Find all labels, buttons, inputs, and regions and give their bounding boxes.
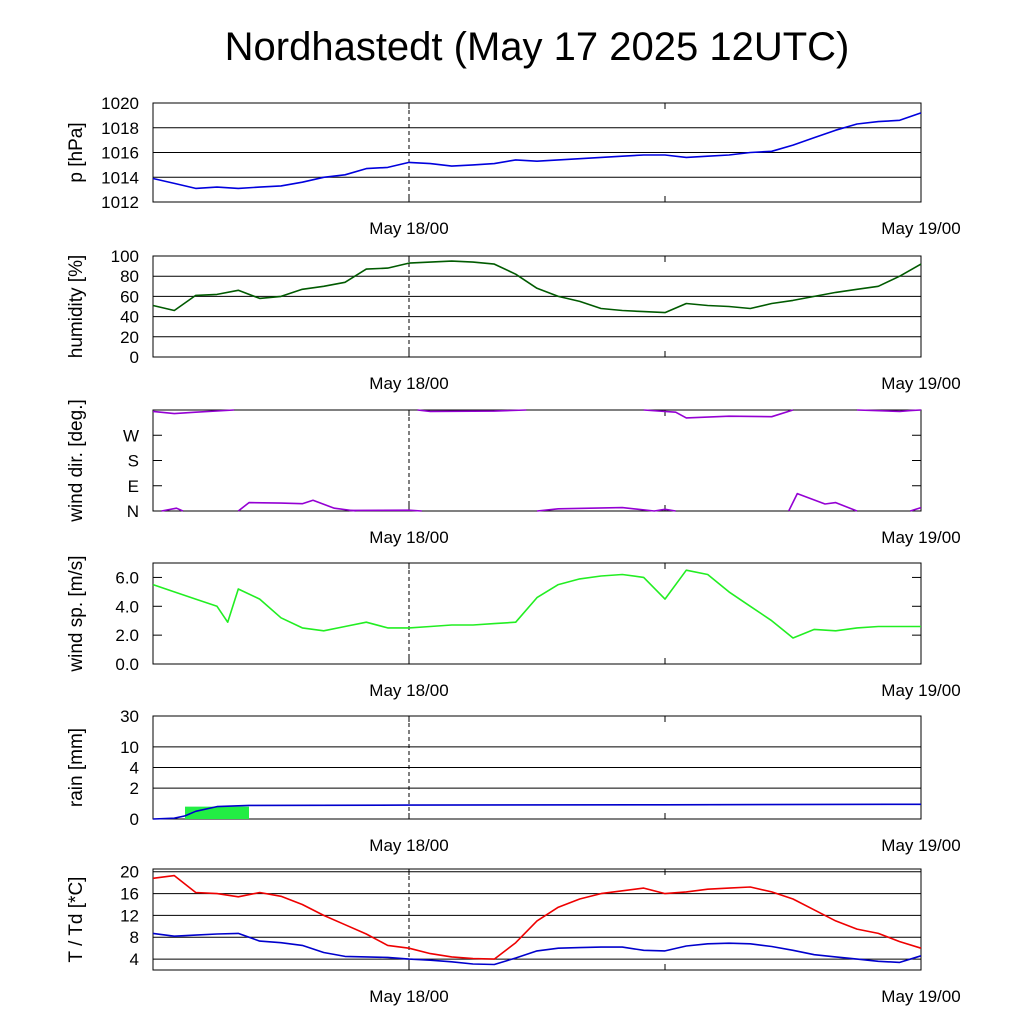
y-tick-label: 16 (120, 885, 139, 904)
wind-direction-line (643, 409, 794, 419)
y-axis-label: wind sp. [m/s] (66, 555, 87, 672)
y-tick-label: 2 (130, 779, 139, 798)
wind-direction-line (349, 509, 422, 512)
y-tick-label: 1018 (101, 119, 139, 138)
wind-direction-line (237, 499, 356, 512)
chart-title: Nordhastedt (May 17 2025 12UTC) (225, 25, 850, 69)
windspeed-series-line (152, 569, 921, 639)
wind-direction-line (910, 506, 922, 512)
pressure-series-line (152, 112, 922, 190)
wind-direction-line (856, 409, 922, 413)
y-axis-label: humidity [%] (66, 255, 87, 358)
panel-frame (152, 562, 922, 665)
wind-direction-line (417, 409, 527, 413)
y-tick-label: 2.0 (115, 626, 139, 645)
x-tick-label: May 19/00 (881, 681, 960, 700)
y-axis-label: T / Td [*C] (66, 877, 87, 963)
wind-direction-line (654, 508, 676, 512)
y-tick-label: 20 (120, 328, 139, 347)
rain-bar (185, 806, 249, 819)
y-tick-label: 1020 (101, 94, 139, 113)
y-tick-label: S (128, 452, 139, 471)
y-tick-label: 12 (120, 906, 139, 925)
x-tick-label: May 19/00 (881, 987, 960, 1006)
panel-frame (152, 255, 922, 358)
y-axis-label: wind dir. [deg.] (66, 399, 87, 523)
x-tick-label: May 19/00 (881, 374, 960, 393)
wind-direction-line (152, 409, 235, 415)
y-tick-label: E (128, 477, 139, 496)
y-tick-label: 4 (130, 759, 139, 778)
y-tick-label: 10 (120, 738, 139, 757)
y-tick-label: 1016 (101, 144, 139, 163)
x-tick-label: May 18/00 (369, 987, 448, 1006)
x-tick-label: May 19/00 (881, 219, 960, 238)
y-tick-label: W (123, 426, 139, 445)
td-series-line (152, 932, 922, 966)
y-tick-label: 0 (130, 810, 139, 829)
x-tick-label: May 18/00 (369, 681, 448, 700)
y-tick-label: N (127, 502, 139, 521)
y-axis-label: p [hPa] (66, 122, 87, 182)
y-tick-label: 8 (130, 928, 139, 947)
t-series-line (152, 874, 922, 960)
y-tick-label: 100 (111, 247, 139, 266)
wind-direction-line (161, 507, 184, 512)
y-tick-label: 30 (120, 707, 139, 726)
wind-direction-line (536, 506, 655, 512)
y-tick-label: 80 (120, 267, 139, 286)
y-tick-label: 0 (130, 348, 139, 367)
y-tick-label: 40 (120, 308, 139, 327)
rain-series-line (152, 803, 922, 820)
x-tick-label: May 19/00 (881, 528, 960, 547)
x-tick-label: May 18/00 (369, 836, 448, 855)
x-tick-label: May 18/00 (369, 528, 448, 547)
y-tick-label: 4.0 (115, 597, 139, 616)
panel-frame (152, 409, 922, 512)
y-tick-label: 1012 (101, 193, 139, 212)
y-tick-label: 20 (120, 863, 139, 882)
wind-direction-line (787, 492, 858, 512)
panel-frame (152, 868, 922, 971)
y-tick-label: 4 (130, 950, 139, 969)
x-tick-label: May 19/00 (881, 836, 960, 855)
y-tick-label: 60 (120, 287, 139, 306)
x-tick-label: May 18/00 (369, 374, 448, 393)
humidity-series-line (152, 260, 922, 314)
y-tick-label: 0.0 (115, 655, 139, 674)
y-axis-label: rain [mm] (66, 728, 87, 807)
y-tick-label: 6.0 (115, 568, 139, 587)
x-tick-label: May 18/00 (369, 219, 448, 238)
y-tick-label: 1014 (101, 168, 139, 187)
